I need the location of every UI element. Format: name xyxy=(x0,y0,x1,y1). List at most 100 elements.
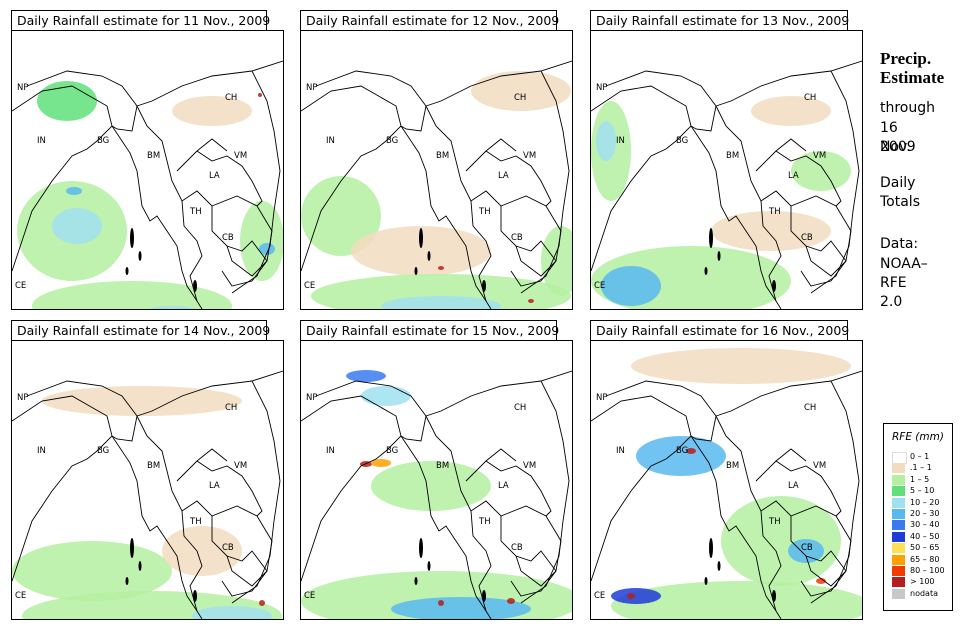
country-label-ce: CE xyxy=(15,591,27,601)
country-border xyxy=(810,380,860,604)
country-label-ce: CE xyxy=(594,591,606,601)
legend-swatch xyxy=(892,531,905,542)
country-label-la: LA xyxy=(209,171,220,181)
rain-area xyxy=(172,96,252,126)
country-label-la: LA xyxy=(498,171,509,181)
legend-label: 50 – 65 xyxy=(910,543,940,553)
country-border xyxy=(591,85,692,272)
island xyxy=(427,561,431,571)
island xyxy=(704,577,708,585)
country-label-ch: CH xyxy=(514,403,527,413)
rain-area xyxy=(32,281,232,309)
legend-swatch xyxy=(892,474,905,485)
country-label-bm: BM xyxy=(436,461,450,471)
country-border xyxy=(520,70,570,294)
rain-area xyxy=(528,299,534,303)
rain-area xyxy=(601,266,661,306)
side-title-line1: Precip. xyxy=(880,49,932,68)
country-border xyxy=(181,200,203,302)
country-label-cb: CB xyxy=(222,233,234,243)
country-label-bm: BM xyxy=(147,461,161,471)
country-border xyxy=(605,370,862,417)
country-label-th: TH xyxy=(479,207,491,217)
country-label-bm: BM xyxy=(726,151,740,161)
country-border xyxy=(760,510,782,612)
country-border xyxy=(690,435,782,619)
island xyxy=(130,538,134,558)
country-border xyxy=(790,206,847,262)
legend-title: RFE (mm) xyxy=(892,431,944,443)
country-border xyxy=(315,60,572,107)
legend-label: 0 – 1 xyxy=(910,452,930,461)
map-svg xyxy=(301,60,572,309)
rainfall-map: NP CH BG IN BM VM LA TH CB CE xyxy=(590,30,863,310)
side-date-line1: 16 Nov. xyxy=(880,120,911,155)
legend-label: 10 – 20 xyxy=(910,497,940,507)
country-border xyxy=(400,125,492,309)
country-border xyxy=(400,105,427,132)
country-border xyxy=(400,415,427,442)
country-border xyxy=(111,125,203,309)
rain-area xyxy=(240,201,283,281)
rain-area xyxy=(751,96,831,126)
country-label-cb: CB xyxy=(511,233,523,243)
country-label-th: TH xyxy=(769,517,781,527)
panel-title: Daily Rainfall estimate for 12 Nov., 200… xyxy=(300,10,559,31)
country-border xyxy=(301,85,402,272)
country-border xyxy=(515,245,557,277)
rain-area xyxy=(686,448,696,454)
rainfall-map: NP CH BG IN BM VM LA TH CB CE xyxy=(590,340,863,620)
side-title-line2: Estimate xyxy=(880,68,945,87)
country-border xyxy=(196,150,263,207)
country-label-bg: BG xyxy=(676,136,689,146)
country-label-cb: CB xyxy=(511,543,523,553)
island xyxy=(709,228,713,248)
country-label-la: LA xyxy=(788,171,799,181)
country-label-ch: CH xyxy=(225,93,238,103)
legend-swatch xyxy=(892,520,905,531)
island xyxy=(125,267,129,275)
country-border xyxy=(591,395,692,582)
country-label-in: IN xyxy=(616,446,625,456)
rain-area xyxy=(788,539,824,563)
legend-label: > 100 xyxy=(910,577,935,587)
country-label-ce: CE xyxy=(594,281,606,291)
legend-swatch xyxy=(892,486,905,497)
rain-area xyxy=(371,461,491,511)
country-border xyxy=(231,380,281,604)
country-border xyxy=(226,245,268,277)
legend-swatch xyxy=(892,577,905,588)
country-label-ce: CE xyxy=(15,281,27,291)
island xyxy=(138,561,142,571)
map-svg xyxy=(591,348,862,619)
legend-swatch xyxy=(892,566,905,576)
country-label-ch: CH xyxy=(514,93,527,103)
country-border xyxy=(485,150,552,207)
rainfall-map: NP CH BG IN BM VM LA TH CB CE xyxy=(300,340,573,620)
map-svg xyxy=(12,60,283,309)
rainfall-panel: Daily Rainfall estimate for 12 Nov., 200… xyxy=(300,10,573,310)
legend-swatch xyxy=(892,497,905,508)
panel-title: Daily Rainfall estimate for 15 Nov., 200… xyxy=(300,320,559,341)
rain-area xyxy=(711,211,831,251)
country-label-np: NP xyxy=(306,393,318,403)
country-border xyxy=(775,150,842,207)
legend-label: 1 – 5 xyxy=(910,474,930,484)
panel-title: Daily Rainfall estimate for 16 Nov., 200… xyxy=(590,320,849,341)
country-label-ch: CH xyxy=(225,403,238,413)
country-border xyxy=(690,415,717,442)
island xyxy=(193,280,197,292)
rainfall-panel: Daily Rainfall estimate for 11 Nov., 200… xyxy=(11,10,284,310)
rain-area xyxy=(541,226,572,296)
country-label-la: LA xyxy=(209,481,220,491)
island xyxy=(125,577,129,585)
rainfall-map: NP CH BG IN BM VM LA TH CB CE xyxy=(300,30,573,310)
rain-area xyxy=(611,588,661,604)
country-label-ce: CE xyxy=(304,591,316,601)
country-border xyxy=(400,435,492,619)
country-border xyxy=(755,448,807,482)
country-label-bm: BM xyxy=(436,151,450,161)
country-label-vm: VM xyxy=(234,151,248,161)
rain-area xyxy=(42,386,242,416)
country-label-np: NP xyxy=(17,393,29,403)
